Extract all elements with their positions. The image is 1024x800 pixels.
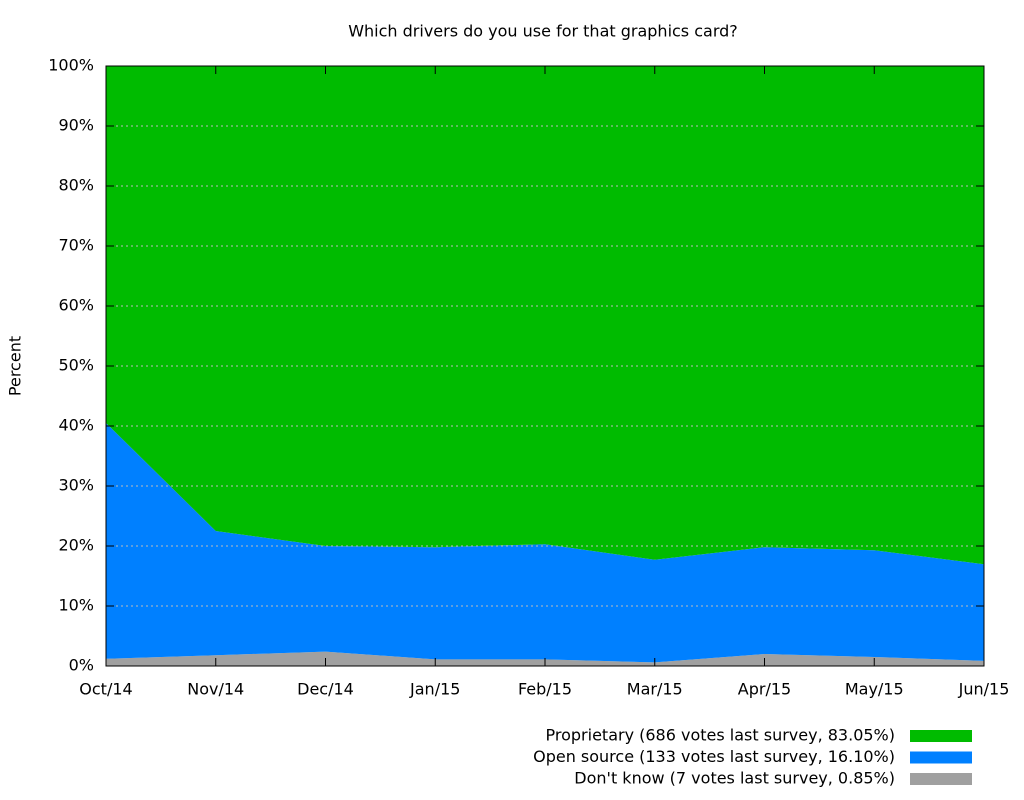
chart-title: Which drivers do you use for that graphi…	[348, 22, 738, 41]
x-tick-label: Jun/15	[958, 680, 1010, 699]
y-tick-label: 80%	[58, 176, 94, 195]
legend-label: Open source (133 votes last survey, 16.1…	[533, 747, 895, 766]
x-tick-label: Oct/14	[79, 680, 132, 699]
y-tick-label: 70%	[58, 236, 94, 255]
x-tick-label: May/15	[845, 680, 904, 699]
y-tick-label: 30%	[58, 476, 94, 495]
x-tick-label: Mar/15	[627, 680, 683, 699]
plot-frame	[105, 65, 985, 667]
x-tick-label: Nov/14	[187, 680, 244, 699]
x-tick-label: Apr/15	[738, 680, 791, 699]
y-tick-label: 60%	[58, 296, 94, 315]
x-tick-label: Jan/15	[409, 680, 460, 699]
y-tick-label: 0%	[69, 656, 94, 675]
legend-swatch	[910, 751, 972, 764]
y-tick-label: 20%	[58, 536, 94, 555]
y-tick-label: 40%	[58, 416, 94, 435]
x-tick-label: Dec/14	[297, 680, 354, 699]
y-tick-label: 10%	[58, 596, 94, 615]
legend-swatch	[910, 730, 972, 742]
y-axis-label: Percent	[6, 336, 25, 396]
y-tick-label: 100%	[48, 56, 94, 75]
area	[106, 66, 984, 565]
x-tick-label: Feb/15	[518, 680, 572, 699]
legend-label: Proprietary (686 votes last survey, 83.0…	[546, 726, 895, 745]
y-tick-label: 90%	[58, 116, 94, 135]
legend-label: Don't know (7 votes last survey, 0.85%)	[574, 769, 895, 788]
legend-swatch	[910, 773, 972, 785]
y-tick-label: 50%	[58, 356, 94, 375]
area	[106, 423, 984, 663]
